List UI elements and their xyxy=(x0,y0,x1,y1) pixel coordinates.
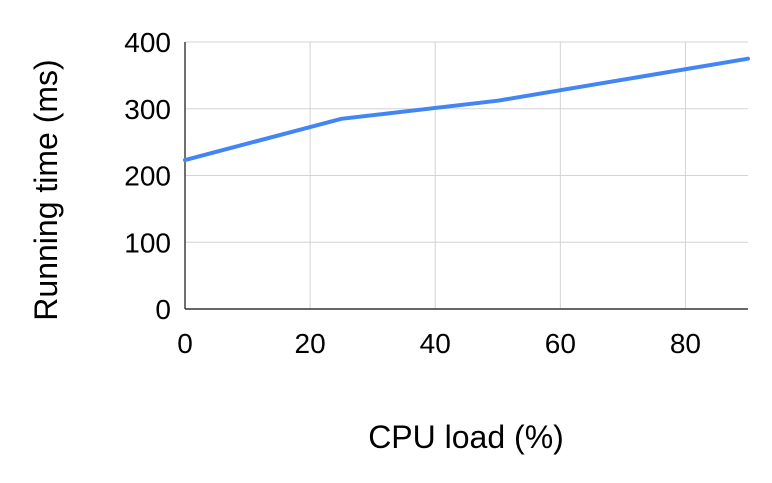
y-tick-label: 100 xyxy=(124,227,171,258)
y-tick-label: 0 xyxy=(155,294,171,325)
y-axis-title: Running time (ms) xyxy=(28,59,64,320)
series-layer xyxy=(183,56,750,163)
y-tick-label: 300 xyxy=(124,94,171,125)
axes xyxy=(184,42,748,310)
x-tick-label: 0 xyxy=(177,328,193,359)
x-axis-title: CPU load (%) xyxy=(368,419,564,455)
grid xyxy=(185,41,748,309)
x-tick-label: 40 xyxy=(420,328,451,359)
x-tick-label: 60 xyxy=(545,328,576,359)
x-tick-label: 80 xyxy=(670,328,701,359)
x-tick-label: 20 xyxy=(295,328,326,359)
series-line xyxy=(183,56,750,163)
tick-labels: 0 100 200 300 400 0 20 40 60 80 xyxy=(124,27,701,359)
y-tick-label: 200 xyxy=(124,161,171,192)
y-tick-label: 400 xyxy=(124,27,171,58)
